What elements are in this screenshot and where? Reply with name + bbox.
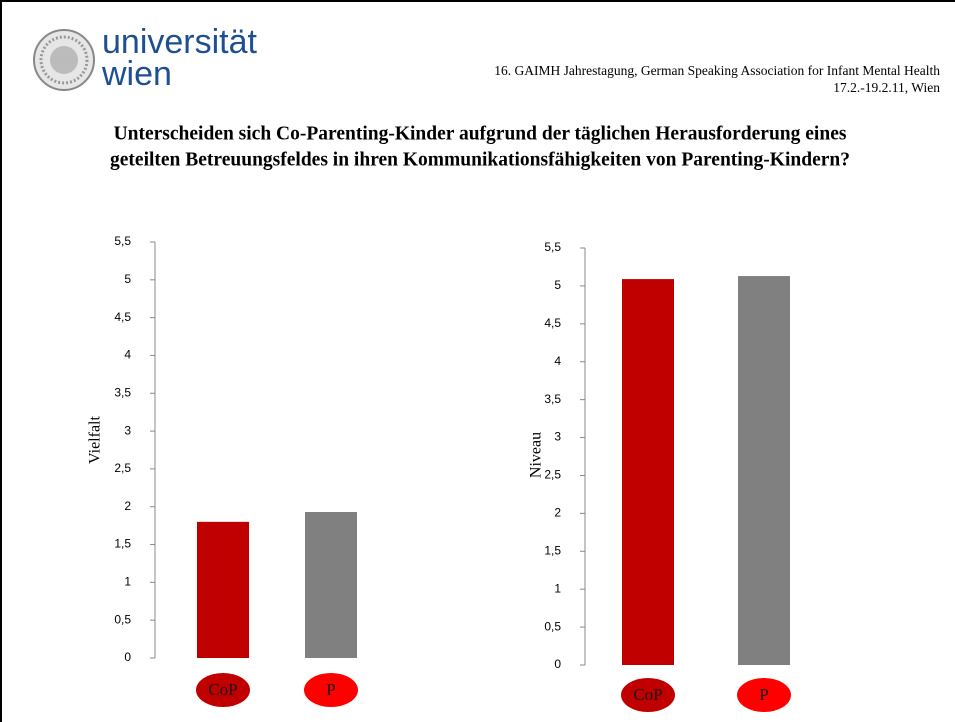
x-tick-label: CoP — [208, 680, 237, 699]
category-badge — [304, 673, 358, 707]
y-tick-label: 0 — [554, 657, 561, 671]
x-tick-label: P — [326, 680, 335, 699]
bar — [197, 521, 249, 658]
y-tick-label: 5,5 — [544, 240, 561, 254]
y-tick-label: 1,5 — [114, 537, 131, 551]
category-badge — [196, 673, 250, 707]
y-tick-label: 4,5 — [114, 310, 131, 324]
x-tick-label: CoP — [633, 685, 662, 704]
conference: 16. GAIMH Jahrestagung, German Speaking … — [494, 63, 940, 78]
title: geteilten Betreuungsfeldes in ihren Komm… — [110, 149, 850, 170]
y-tick-label: 2 — [124, 499, 131, 513]
y-tick-label: 5,5 — [114, 234, 131, 248]
y-tick-label: 3 — [554, 430, 561, 444]
y-tick-label: 5 — [124, 272, 131, 286]
date: 17.2.-19.2.11, Wien — [833, 80, 940, 95]
y-tick-label: 4 — [124, 348, 131, 362]
y-tick-label: 2,5 — [114, 461, 131, 475]
logo-text: wien — [101, 55, 172, 93]
logo-seal — [33, 29, 95, 91]
bar — [738, 276, 790, 665]
title: Unterscheiden sich Co-Parenting-Kinder a… — [114, 123, 847, 144]
y-tick-label: 5 — [554, 278, 561, 292]
y-tick-label: 3,5 — [544, 392, 561, 406]
y-tick-label: 1,5 — [544, 543, 561, 557]
y-tick-label: 3 — [124, 423, 131, 437]
y-tick-label: 0 — [124, 650, 131, 664]
x-tick-label: P — [759, 685, 768, 704]
y-tick-label: 4,5 — [544, 316, 561, 330]
y-tick-label: 0,5 — [114, 612, 131, 626]
y-tick-label: 2 — [554, 506, 561, 520]
y-tick-label: 1 — [554, 581, 561, 595]
y-tick-label: 4 — [554, 354, 561, 368]
category-badge — [737, 678, 791, 712]
y-axis-label: Vielfalt — [87, 415, 104, 463]
y-axis-label: Niveau — [528, 432, 545, 478]
y-tick-label: 0,5 — [544, 619, 561, 633]
logo-text: universität — [102, 23, 258, 61]
bar — [622, 279, 674, 665]
y-tick-label: 1 — [124, 575, 131, 589]
y-tick-label: 3,5 — [114, 385, 131, 399]
y-tick-label: 2,5 — [544, 468, 561, 482]
bar — [305, 512, 357, 658]
category-badge — [621, 678, 675, 712]
